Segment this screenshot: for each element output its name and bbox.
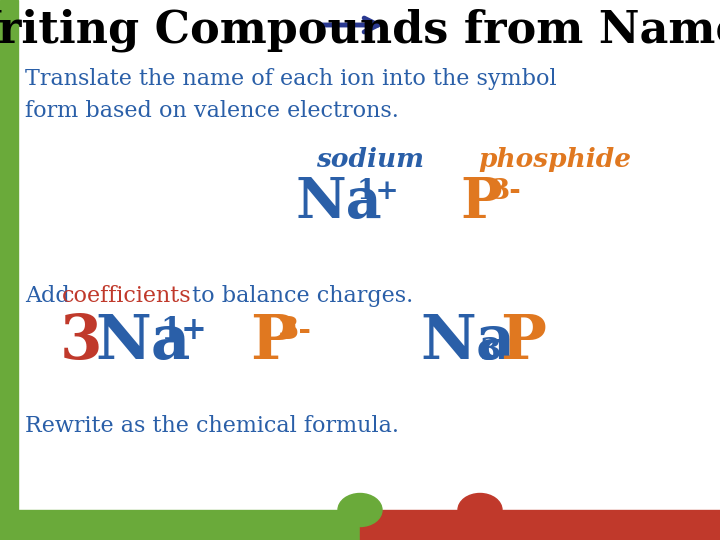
Text: Na: Na (295, 175, 382, 230)
Text: to balance charges.: to balance charges. (185, 285, 413, 307)
Text: Add: Add (25, 285, 77, 307)
Text: 1+: 1+ (357, 178, 400, 205)
Text: 3-: 3- (278, 315, 312, 346)
Text: P: P (460, 175, 502, 230)
Text: sodium: sodium (316, 147, 424, 172)
Text: form based on valence electrons.: form based on valence electrons. (25, 100, 399, 122)
Text: Na: Na (420, 312, 516, 372)
Text: 1+: 1+ (160, 315, 207, 346)
Text: Translate the name of each ion into the symbol: Translate the name of each ion into the … (25, 68, 557, 90)
Text: P: P (500, 312, 546, 372)
Text: P: P (250, 312, 296, 372)
Text: Rewrite as the chemical formula.: Rewrite as the chemical formula. (25, 415, 399, 437)
Text: 3: 3 (480, 336, 501, 367)
Text: phosphide: phosphide (479, 147, 631, 172)
Text: Na: Na (95, 312, 190, 372)
Text: Writing Compounds from Names: Writing Compounds from Names (0, 8, 720, 51)
Text: 3: 3 (60, 312, 102, 372)
Text: coefficients: coefficients (62, 285, 192, 307)
Text: 3-: 3- (490, 178, 521, 205)
